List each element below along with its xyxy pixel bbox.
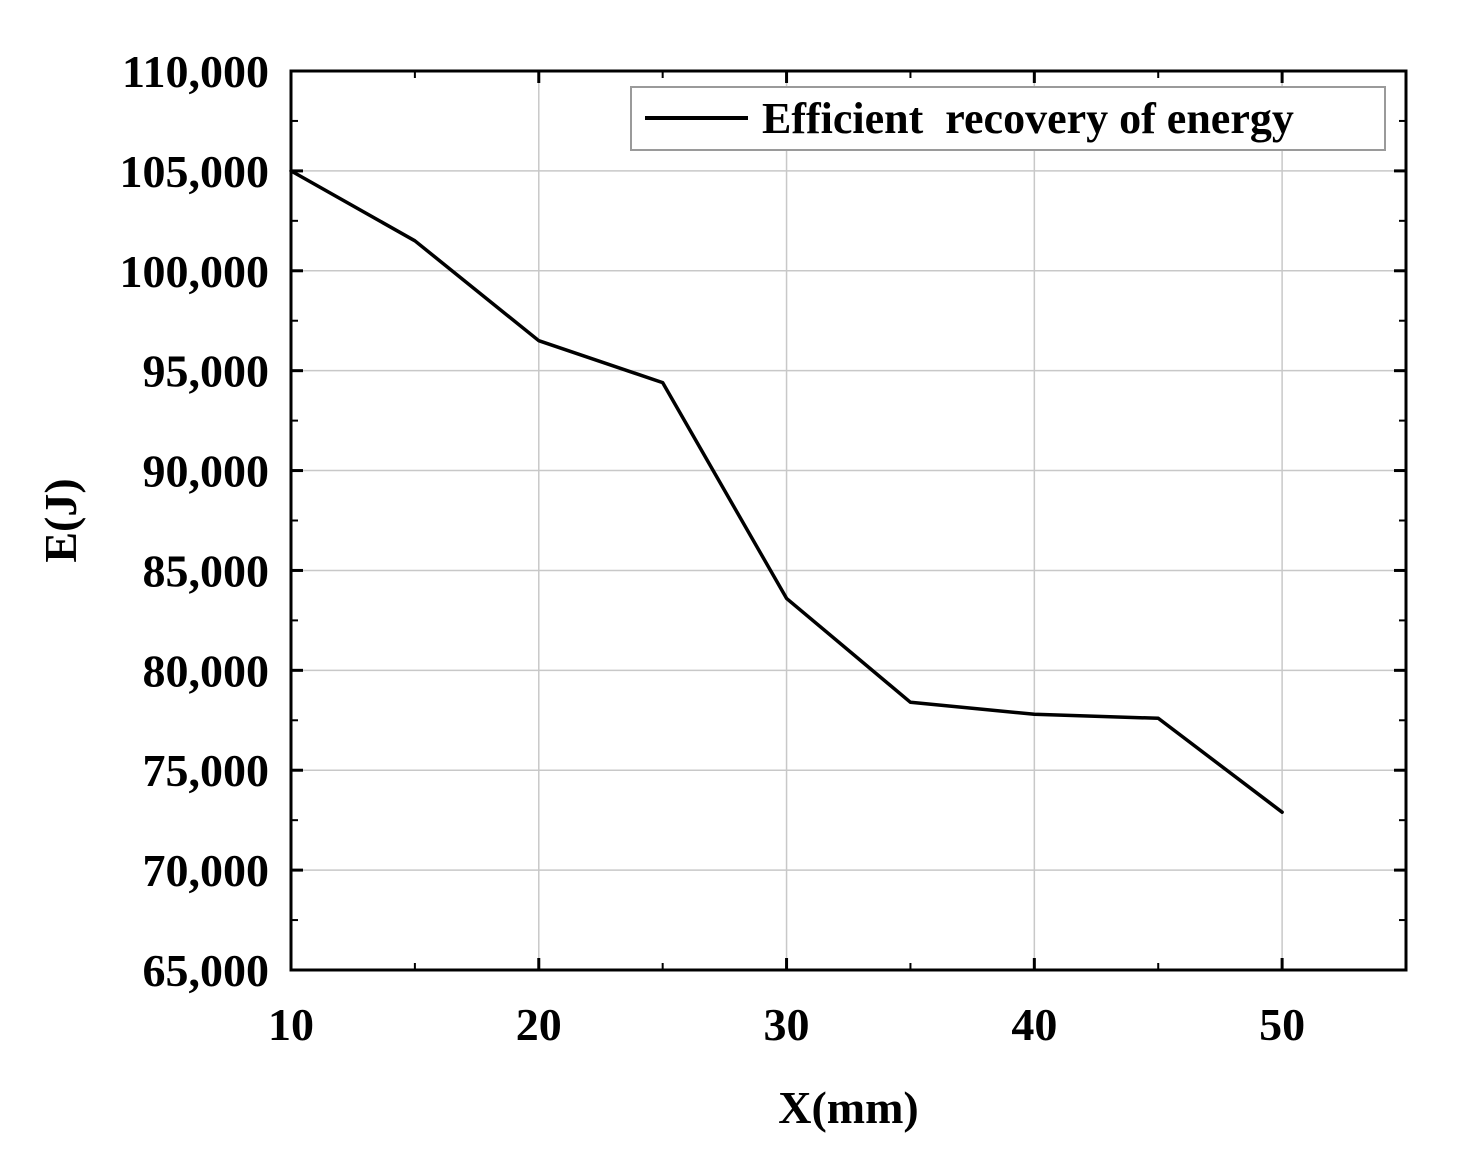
x-tick-label: 30 — [764, 999, 810, 1050]
x-tick-labels: 10 20 30 40 50 — [268, 999, 1305, 1050]
legend-label: Efficient recovery of energy — [762, 94, 1294, 143]
y-tick-label: 95,000 — [143, 346, 270, 397]
x-tick-label: 40 — [1011, 999, 1057, 1050]
y-tick-labels: 65,000 70,000 75,000 80,000 85,000 90,000 95,0… — [120, 46, 270, 996]
minor-ticks — [291, 71, 1406, 970]
y-tick-label: 70,000 — [143, 845, 270, 896]
plot-frame — [289, 69, 1408, 972]
x-axis-label: X(mm) — [778, 1082, 919, 1133]
y-tick-label: 85,000 — [143, 545, 270, 596]
y-tick-label: 100,000 — [120, 246, 270, 297]
y-axis-label: E(J) — [35, 478, 86, 562]
y-tick-label: 80,000 — [143, 645, 270, 696]
x-tick-label: 10 — [268, 999, 314, 1050]
x-tick-label: 50 — [1259, 999, 1305, 1050]
legend-box — [630, 86, 1386, 151]
y-tick-label: 105,000 — [120, 146, 270, 197]
y-tick-label: 90,000 — [143, 446, 270, 497]
y-tick-label: 75,000 — [143, 745, 270, 796]
x-tick-label: 20 — [516, 999, 562, 1050]
series-layer — [289, 169, 1284, 814]
y-tick-label: 65,000 — [143, 945, 270, 996]
gridlines — [290, 70, 1406, 971]
series-line — [289, 169, 1284, 814]
y-tick-label: 110,000 — [122, 46, 269, 97]
major-ticks — [289, 69, 1406, 972]
legend: Efficient recovery of energy — [630, 86, 1386, 151]
